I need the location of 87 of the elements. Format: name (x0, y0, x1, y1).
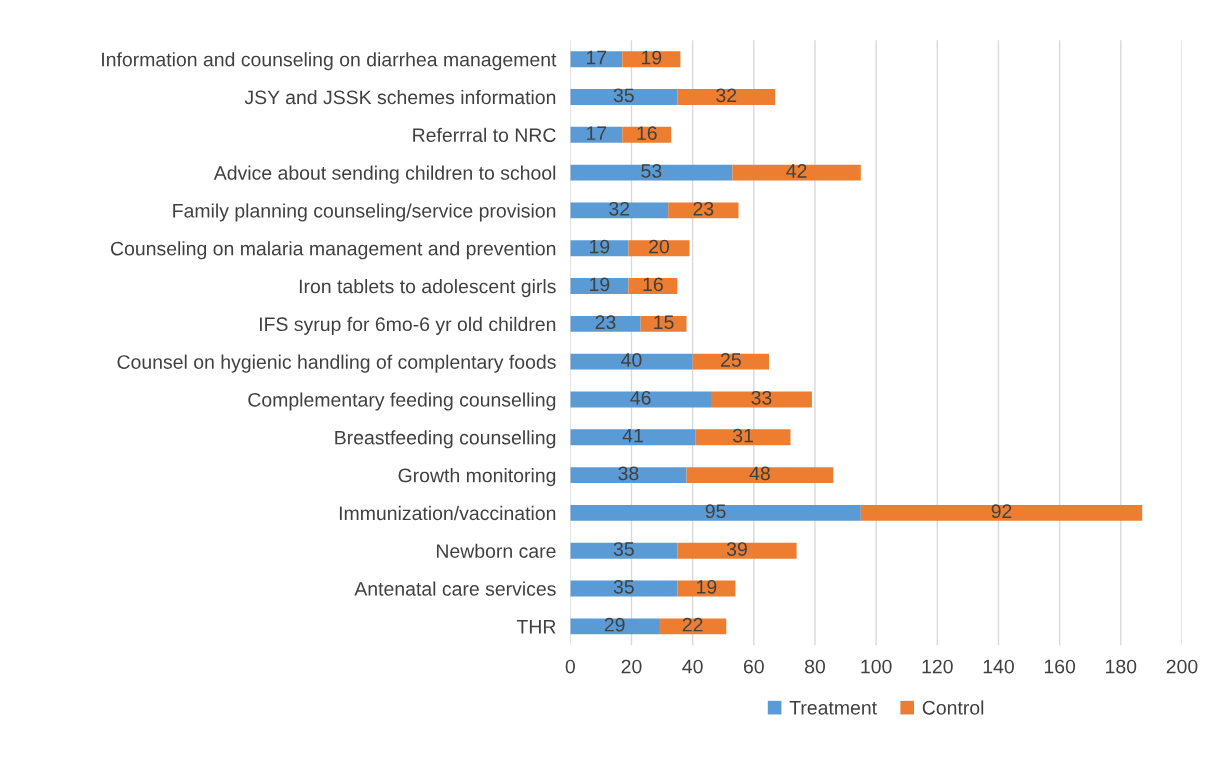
data-label: 42 (786, 164, 807, 178)
bar (677, 542, 797, 559)
data-label: 38 (618, 466, 639, 481)
data-label: 23 (693, 201, 714, 216)
x-tick-label: 60 (743, 659, 764, 674)
y-tick-label: Iron tablets to adolescent girls (299, 279, 556, 298)
bar (570, 618, 659, 635)
legend-label: Treatment (789, 701, 877, 715)
bar (570, 51, 623, 68)
y-tick-label: Referrral to NRC (413, 127, 556, 143)
bar (692, 353, 770, 370)
y-tick-label: Antenatal care services (354, 581, 556, 596)
data-label: 32 (716, 88, 737, 103)
data-label: 19 (697, 579, 717, 594)
x-tick-label: 120 (922, 659, 953, 674)
bar (570, 315, 641, 332)
bar (570, 429, 696, 446)
x-tick-label: 40 (682, 659, 703, 674)
y-tick-label: Breastfeeding counselling (335, 430, 556, 449)
bar (570, 353, 693, 370)
data-label: 53 (641, 164, 662, 178)
data-label: 23 (595, 315, 616, 330)
data-label: 16 (637, 126, 657, 141)
x-tick-label: 180 (1106, 659, 1137, 674)
data-label: 35 (613, 579, 634, 594)
x-tick-label: 0 (565, 659, 575, 674)
data-label: 95 (705, 504, 726, 519)
bar (677, 89, 776, 105)
y-tick-label: IFS syrup for 6mo-6 yr old children (259, 316, 556, 335)
bar (732, 164, 861, 181)
y-tick-label: Counsel on hygienic handling of complentary foods (117, 354, 556, 373)
data-label: 17 (586, 126, 607, 140)
data-label: 19 (590, 239, 610, 254)
y-tick-label: JSY and JSSK schemes information (244, 89, 556, 105)
y-tick-label: Newborn care (436, 543, 556, 558)
data-label: 35 (613, 88, 634, 103)
bar (622, 51, 681, 68)
data-label: 39 (726, 542, 747, 556)
data-label: 32 (609, 201, 630, 216)
data-label: 17 (586, 50, 607, 65)
data-label: 92 (991, 504, 1012, 519)
y-tick-label: Immunization/vaccination (339, 505, 556, 521)
x-tick-label: 100 (861, 659, 892, 674)
x-tick-label: 140 (983, 659, 1014, 674)
bar (686, 467, 834, 484)
bar (570, 542, 678, 559)
bar (628, 278, 678, 294)
bar (570, 89, 678, 105)
bar (570, 467, 687, 484)
bar (668, 202, 739, 219)
legend-label: Control (922, 700, 984, 715)
y-tick-label: THR (516, 620, 556, 634)
bar (570, 391, 711, 408)
data-label: 19 (590, 277, 610, 292)
y-tick-label: Counseling on malaria management and prevention (111, 241, 556, 260)
bar (570, 164, 733, 181)
data-label: 15 (654, 315, 674, 330)
data-label: 20 (649, 239, 670, 254)
data-label: 22 (682, 617, 703, 632)
y-tick-label: Advice about sending children to school (213, 165, 556, 184)
bar (570, 202, 669, 219)
data-label: 33 (751, 390, 772, 405)
bar (570, 504, 861, 521)
data-label: 48 (749, 466, 770, 481)
data-label: 41 (622, 428, 643, 443)
data-label: 35 (613, 542, 634, 556)
bar (628, 240, 690, 257)
data-label: 16 (643, 277, 663, 292)
data-label: 40 (621, 353, 642, 367)
bar (658, 618, 727, 635)
data-label: 25 (721, 353, 741, 367)
bar (570, 126, 623, 143)
data-label: 46 (630, 390, 651, 405)
y-tick-label: Complementary feeding counselling (248, 392, 556, 411)
x-tick-label: 200 (1166, 659, 1198, 674)
bar (640, 315, 687, 332)
x-tick-label: 80 (804, 659, 826, 674)
data-label: 19 (642, 50, 662, 65)
y-tick-label: Growth monitoring (398, 468, 556, 487)
x-tick-label: 160 (1044, 659, 1076, 674)
x-tick-label: 20 (621, 659, 642, 674)
y-tick-label: Information and counseling on diarrhea management (102, 52, 557, 71)
data-label: 29 (604, 617, 625, 632)
data-label: 31 (733, 428, 753, 443)
bar (860, 504, 1143, 521)
bar (695, 429, 791, 446)
y-tick-label: Family planning counseling/service provision (173, 203, 556, 222)
